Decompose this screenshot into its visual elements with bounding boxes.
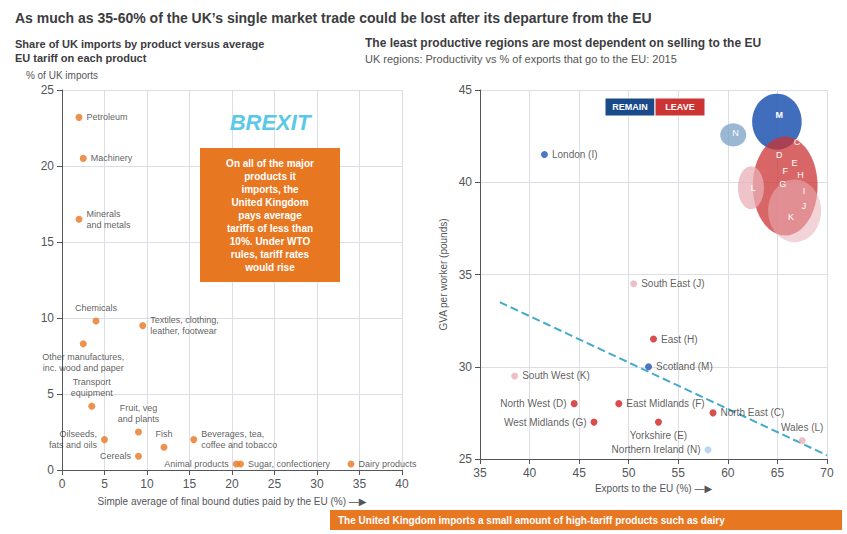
svg-text:and plants: and plants xyxy=(118,414,160,424)
svg-text:Wales (L): Wales (L) xyxy=(781,422,823,433)
svg-text:20: 20 xyxy=(225,477,239,491)
svg-text:LEAVE: LEAVE xyxy=(665,102,694,112)
svg-text:East Midlands (F): East Midlands (F) xyxy=(626,398,704,409)
svg-text:Minerals: Minerals xyxy=(87,209,122,219)
svg-text:pays average: pays average xyxy=(238,210,302,221)
svg-text:Beverages, tea,: Beverages, tea, xyxy=(201,429,264,439)
svg-text:North West (D): North West (D) xyxy=(500,398,567,409)
svg-text:Northern Ireland (N): Northern Ireland (N) xyxy=(612,444,701,455)
svg-text:South West (K): South West (K) xyxy=(522,370,590,381)
svg-text:Simple average of final bound: Simple average of final bound duties pai… xyxy=(98,496,367,507)
svg-text:60: 60 xyxy=(721,466,735,480)
svg-text:0: 0 xyxy=(47,463,54,477)
svg-text:Chemicals: Chemicals xyxy=(75,303,118,313)
svg-text:equipment: equipment xyxy=(71,388,114,398)
svg-text:10%. Under WTO: 10%. Under WTO xyxy=(230,236,311,247)
svg-text:BREXIT: BREXIT xyxy=(230,110,312,135)
svg-text:L: L xyxy=(751,183,756,193)
svg-text:10: 10 xyxy=(140,477,154,491)
svg-text:M: M xyxy=(776,110,784,120)
svg-text:Other manufactures,: Other manufactures, xyxy=(42,352,124,362)
svg-text:rules, tariff rates: rules, tariff rates xyxy=(231,249,310,260)
svg-text:D: D xyxy=(776,150,783,160)
svg-text:East (H): East (H) xyxy=(661,334,698,345)
svg-text:tariffs of less than: tariffs of less than xyxy=(227,223,313,234)
svg-text:imports, the: imports, the xyxy=(241,184,299,195)
svg-text:South East (J): South East (J) xyxy=(641,278,704,289)
svg-text:London (I): London (I) xyxy=(552,149,598,160)
svg-text:20: 20 xyxy=(41,159,55,173)
svg-text:H: H xyxy=(797,170,804,180)
svg-text:Dairy products: Dairy products xyxy=(359,459,418,469)
svg-text:Fruit, veg: Fruit, veg xyxy=(120,403,158,413)
svg-text:I: I xyxy=(803,186,806,196)
svg-text:REMAIN: REMAIN xyxy=(612,102,648,112)
svg-text:45: 45 xyxy=(572,466,586,480)
svg-text:would rise: would rise xyxy=(244,262,295,273)
svg-text:United Kingdom: United Kingdom xyxy=(231,197,308,208)
svg-text:products it: products it xyxy=(244,171,296,182)
svg-text:E: E xyxy=(792,158,798,168)
svg-text:55: 55 xyxy=(672,466,686,480)
svg-text:Textiles, clothing,: Textiles, clothing, xyxy=(150,315,219,325)
svg-text:Yorkshire (E): Yorkshire (E) xyxy=(630,430,687,441)
svg-text:The United Kingdom imports a s: The United Kingdom imports a small amoun… xyxy=(338,515,725,526)
svg-text:Exports to the EU (%) —▶: Exports to the EU (%) —▶ xyxy=(595,483,712,494)
svg-text:% of UK imports: % of UK imports xyxy=(26,70,98,81)
svg-text:West Midlands (G): West Midlands (G) xyxy=(504,417,587,428)
svg-text:40: 40 xyxy=(459,175,473,189)
svg-text:N: N xyxy=(732,128,739,138)
svg-text:F: F xyxy=(782,166,788,176)
svg-text:25: 25 xyxy=(268,477,282,491)
svg-text:Machinery: Machinery xyxy=(91,153,133,163)
svg-text:inc. wood and paper: inc. wood and paper xyxy=(43,363,124,373)
svg-text:Animal products: Animal products xyxy=(164,459,229,469)
svg-text:0: 0 xyxy=(59,477,66,491)
svg-text:GVA per worker (pounds): GVA per worker (pounds) xyxy=(438,218,449,330)
svg-text:Transport: Transport xyxy=(73,377,112,387)
svg-text:On all of the major: On all of the major xyxy=(226,158,314,169)
svg-text:The least productive regions a: The least productive regions are most de… xyxy=(365,36,761,50)
svg-text:Scotland (M): Scotland (M) xyxy=(656,361,713,372)
svg-text:Share of UK imports by product: Share of UK imports by product versus av… xyxy=(15,38,264,50)
svg-text:40: 40 xyxy=(523,466,537,480)
svg-text:Sugar, confectionery: Sugar, confectionery xyxy=(248,459,331,469)
svg-text:J: J xyxy=(802,201,807,211)
svg-text:As much as 35-60% of the UK’s: As much as 35-60% of the UK’s single mar… xyxy=(15,10,652,26)
svg-text:fats and oils: fats and oils xyxy=(49,440,98,450)
svg-text:30: 30 xyxy=(310,477,324,491)
svg-text:and metals: and metals xyxy=(87,220,132,230)
svg-text:coffee and tobacco: coffee and tobacco xyxy=(201,440,277,450)
svg-text:UK regions: Productivity vs %: UK regions: Productivity vs % of exports… xyxy=(365,53,677,65)
svg-text:35: 35 xyxy=(459,268,473,282)
svg-text:45: 45 xyxy=(459,83,473,97)
svg-text:leather, footwear: leather, footwear xyxy=(150,326,217,336)
svg-text:35: 35 xyxy=(473,466,487,480)
svg-text:35: 35 xyxy=(353,477,367,491)
svg-text:Oilseeds,: Oilseeds, xyxy=(59,429,97,439)
svg-text:Cereals: Cereals xyxy=(100,451,132,461)
svg-text:25: 25 xyxy=(41,83,55,97)
svg-text:15: 15 xyxy=(41,235,55,249)
svg-text:EU tariff on each product: EU tariff on each product xyxy=(15,52,147,64)
svg-text:North East (C): North East (C) xyxy=(720,407,784,418)
svg-text:Petroleum: Petroleum xyxy=(87,112,128,122)
svg-text:G: G xyxy=(779,179,786,189)
svg-text:70: 70 xyxy=(820,466,834,480)
svg-text:5: 5 xyxy=(101,477,108,491)
svg-text:30: 30 xyxy=(459,360,473,374)
svg-text:65: 65 xyxy=(771,466,785,480)
svg-text:25: 25 xyxy=(459,452,473,466)
svg-text:15: 15 xyxy=(183,477,197,491)
svg-text:5: 5 xyxy=(47,387,54,401)
svg-text:50: 50 xyxy=(622,466,636,480)
svg-text:K: K xyxy=(788,212,794,222)
svg-text:10: 10 xyxy=(41,311,55,325)
svg-text:C: C xyxy=(794,137,801,147)
svg-text:40: 40 xyxy=(395,477,409,491)
svg-text:Fish: Fish xyxy=(155,429,172,439)
